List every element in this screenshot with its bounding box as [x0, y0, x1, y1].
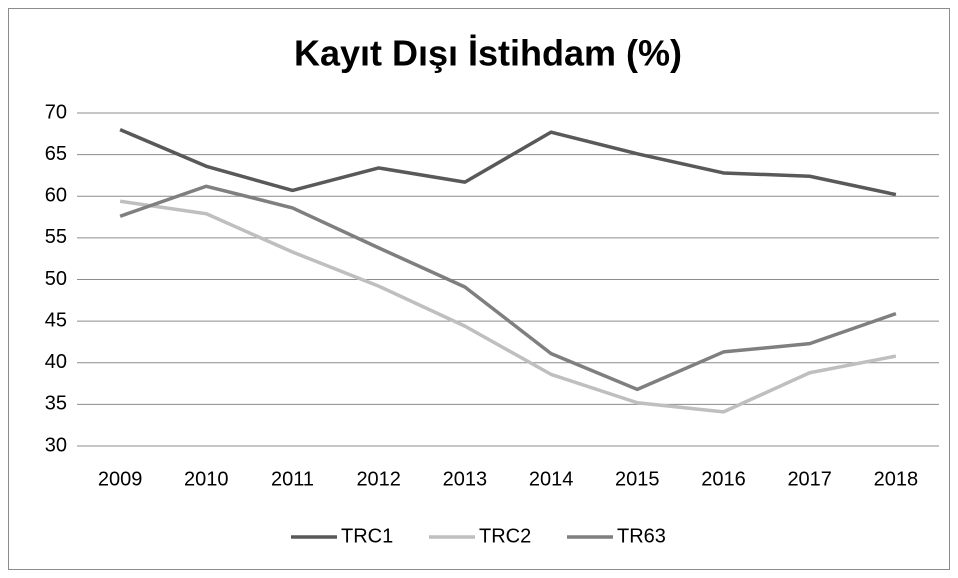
x-tick-label: 2013	[443, 468, 488, 490]
legend-label: TRC2	[479, 525, 531, 547]
x-tick-label: 2010	[184, 468, 229, 490]
y-tick-label: 65	[45, 143, 67, 165]
series-line	[119, 128, 897, 197]
x-tick-label: 2018	[874, 468, 919, 490]
x-tick-label: 2016	[701, 468, 746, 490]
chart-title: Kayıt Dışı İstihdam (%)	[294, 33, 682, 74]
y-tick-label: 55	[45, 226, 67, 248]
x-tick-label: 2012	[356, 468, 401, 490]
y-tick-label: 50	[45, 268, 67, 290]
series-line	[119, 199, 897, 414]
chart-border	[8, 8, 950, 570]
y-tick-label: 60	[45, 185, 67, 207]
y-tick-label: 30	[45, 434, 67, 456]
legend-label: TR63	[617, 525, 666, 547]
y-tick-label: 40	[45, 351, 67, 373]
y-tick-label: 70	[45, 101, 67, 123]
series-line	[119, 184, 897, 392]
y-tick-label: 45	[45, 309, 67, 331]
x-tick-label: 2015	[615, 468, 660, 490]
x-tick-label: 2017	[787, 468, 832, 490]
x-tick-label: 2011	[271, 468, 314, 490]
y-tick-label: 35	[45, 393, 67, 415]
x-tick-label: 2009	[98, 468, 143, 490]
x-tick-label: 2014	[529, 468, 574, 490]
legend-label: TRC1	[341, 525, 393, 547]
